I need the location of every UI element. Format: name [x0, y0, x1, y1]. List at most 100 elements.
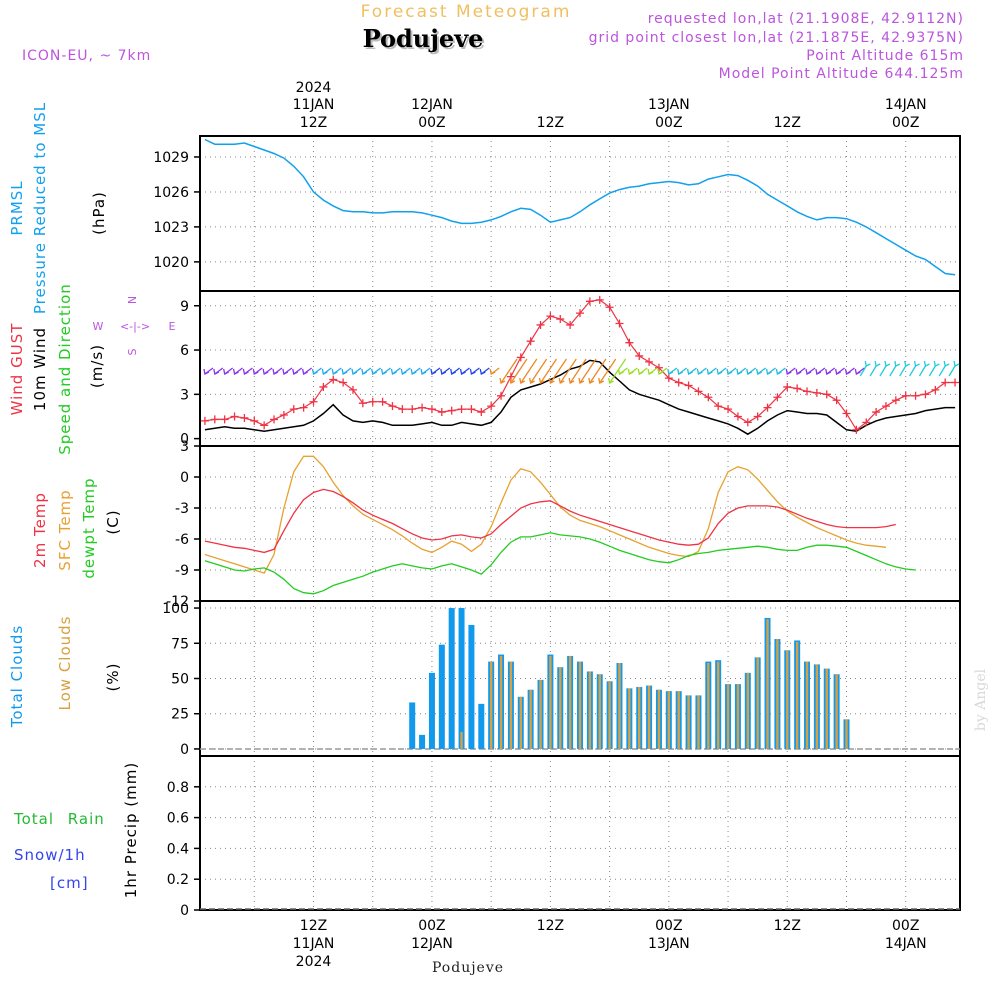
gust-marker	[704, 393, 713, 402]
gust-marker	[753, 412, 762, 421]
gust-marker	[270, 415, 279, 424]
wind-direction-arrow	[948, 365, 956, 377]
compass-s: S	[126, 348, 139, 355]
low-cloud-bar	[716, 661, 720, 749]
wind-direction-arrow	[879, 365, 887, 377]
top-time-hour: 12Z	[537, 115, 564, 131]
pressure-label-1: PRMSL	[8, 180, 26, 235]
low-cloud-bar	[529, 689, 532, 749]
wind-direction-arrow	[549, 358, 567, 384]
wind-direction-arrowhead	[617, 368, 624, 375]
low-cloud-bar	[499, 655, 503, 749]
wind-direction-arrowhead	[834, 368, 841, 375]
low-cloud-bar	[460, 732, 463, 749]
gust-marker	[645, 357, 654, 366]
wind-direction-arrowhead	[430, 368, 437, 375]
top-time-hour: 12Z	[300, 115, 327, 131]
bottom-time-hour: 00Z	[418, 918, 445, 934]
bottom-time-date: 14JAN	[885, 936, 927, 952]
gust-marker	[803, 387, 812, 396]
wind-direction-arrow	[579, 358, 597, 384]
wind-direction-arrowhead	[371, 368, 378, 375]
wind-direction-arrowhead	[380, 368, 387, 375]
y-tick-label: 3	[180, 387, 189, 403]
gust-marker	[881, 402, 890, 411]
wind-direction-arrowhead	[301, 368, 308, 375]
wind-direction-arrow	[928, 365, 936, 377]
top-time-hour: 00Z	[655, 115, 682, 131]
low-cloud-bar	[489, 661, 493, 749]
gust-marker	[526, 337, 535, 346]
total-cloud-bar	[468, 624, 475, 749]
wind-direction-arrowhead	[272, 368, 279, 375]
wind-direction-arrowhead	[489, 368, 496, 375]
wind-direction-arrowhead	[677, 368, 683, 375]
location-title: Podujeve	[363, 24, 484, 53]
wind-direction-arrowhead	[311, 368, 318, 375]
wind-direction-arrowhead	[262, 368, 269, 375]
wind-direction-arrowhead	[598, 377, 605, 384]
wind-direction-arrow	[589, 358, 607, 384]
panel-precip: 0 0.2 0.4 0.6 0.8	[167, 755, 961, 919]
y-tick-label: 0	[180, 432, 189, 448]
wind-direction-arrowhead	[341, 368, 348, 375]
wind-direction-arrowhead	[440, 368, 447, 375]
gust-marker	[635, 351, 644, 360]
gust-marker	[477, 408, 486, 417]
gust-marker	[299, 403, 308, 412]
gust-marker	[506, 372, 515, 381]
wind-direction-arrowhead	[390, 368, 397, 375]
wind-direction-arrowhead	[400, 368, 407, 375]
low-cloud-bar	[795, 641, 799, 749]
top-time-date: 13JAN	[648, 97, 690, 113]
gust-marker	[852, 425, 861, 434]
low-cloud-bar	[647, 685, 651, 749]
bottom-time-hour: 12Z	[300, 918, 327, 934]
low-cloud-bar	[756, 657, 759, 749]
wind-direction-arrowhead	[953, 360, 960, 367]
wind-direction-arrowhead	[568, 377, 575, 384]
t2m-line	[204, 488, 896, 554]
gust-marker	[733, 412, 742, 421]
gust-marker	[250, 416, 259, 425]
wind-direction-arrowhead	[242, 368, 249, 375]
low-cloud-bar	[568, 655, 572, 749]
wind-direction-arrowhead	[321, 368, 328, 375]
wind-direction-arrowhead	[538, 377, 545, 384]
low-cloud-bar	[657, 689, 661, 749]
wind-direction-arrowhead	[637, 368, 644, 375]
y-tick-label: -12	[166, 594, 189, 610]
panel-temperature: 3 0 -3 -6 -9 -12	[166, 439, 961, 610]
wind-direction-arrowhead	[578, 377, 585, 384]
y-tick-label: 25	[171, 707, 189, 723]
location-title-shadow: Podujeve	[365, 26, 486, 55]
bottom-time-year: 2024	[296, 954, 332, 970]
gust-marker	[951, 378, 960, 387]
low-cloud-bar	[618, 663, 621, 749]
gust-marker	[566, 320, 575, 329]
wind-10m-label: 10m Wind	[31, 327, 49, 411]
wind-speed-line	[204, 359, 956, 436]
model-altitude: Model Point Altitude 644.125m	[719, 66, 964, 82]
footer-location: Podujeve	[432, 960, 504, 976]
gust-marker	[743, 418, 752, 427]
gust-marker	[309, 397, 318, 406]
wind-direction-arrowhead	[529, 377, 535, 384]
watermark: by Angel	[973, 668, 989, 731]
wind-direction-arrowhead	[548, 377, 555, 384]
clouds-unit: (%)	[104, 663, 122, 692]
y-tick-label: 9	[180, 299, 189, 315]
low-cloud-bar	[578, 661, 582, 749]
wind-gust-label: Wind GUST	[8, 323, 26, 416]
low-cloud-bar	[805, 661, 809, 749]
panel-frame	[199, 135, 961, 292]
gust-marker	[724, 405, 733, 414]
bottom-time-date: 12JAN	[411, 936, 453, 952]
total-cloud-bar	[438, 644, 445, 749]
sfc-temp-line	[204, 455, 887, 574]
top-time-date: 14JAN	[885, 97, 927, 113]
total-cloud-bar	[409, 702, 416, 749]
total-cloud-bar	[419, 734, 426, 749]
wind-direction-arrow	[569, 358, 587, 384]
wind-direction-arrowhead	[765, 368, 772, 375]
